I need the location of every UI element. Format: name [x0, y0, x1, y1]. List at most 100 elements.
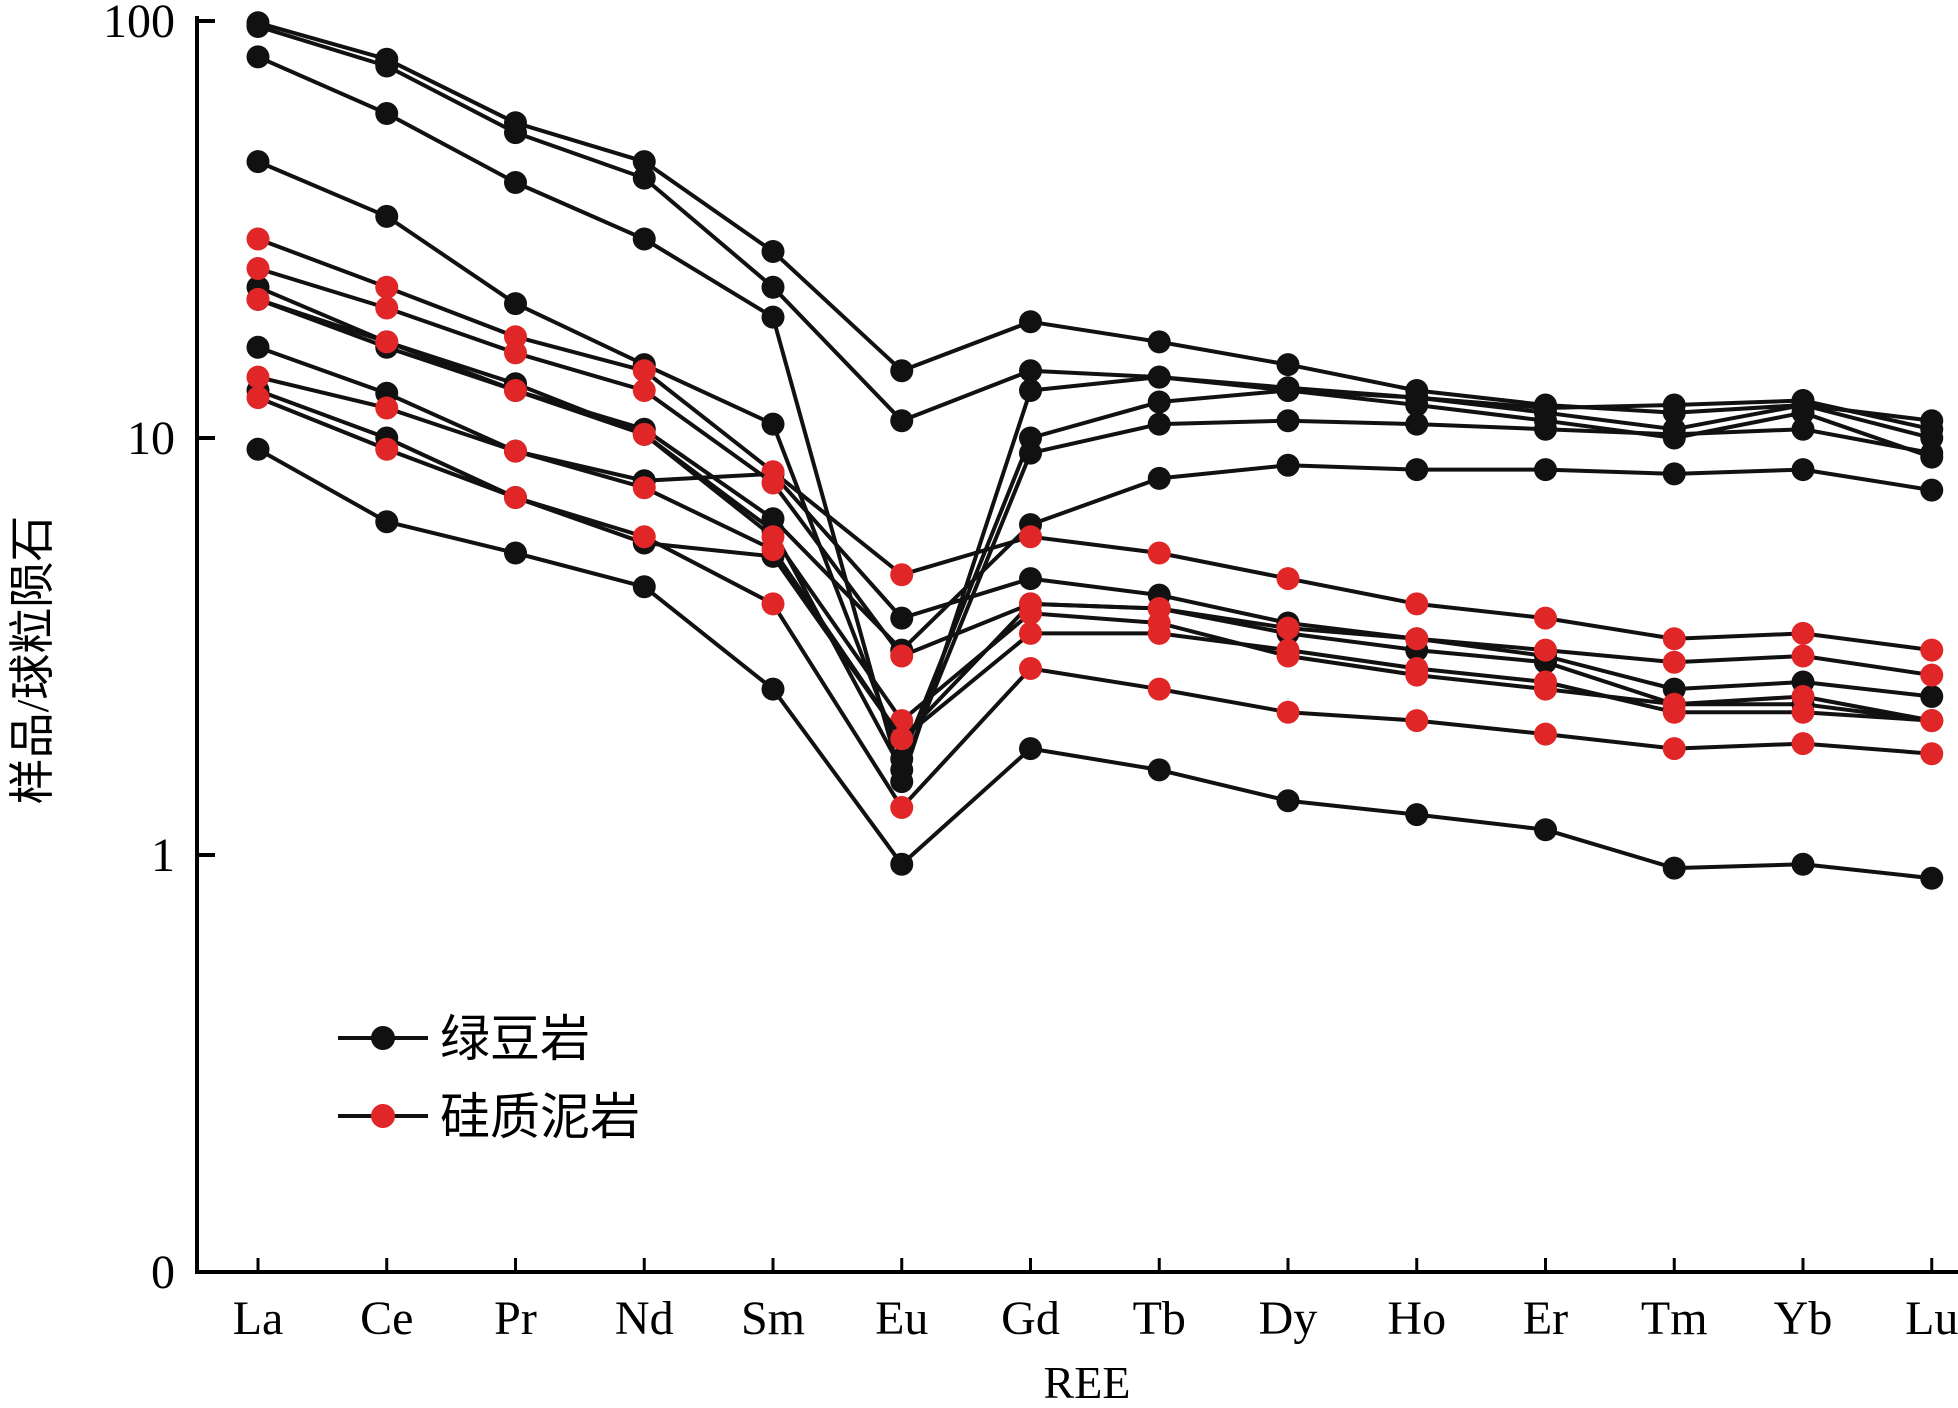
- data-point: [1534, 417, 1557, 441]
- data-point: [1791, 852, 1815, 876]
- x-tick-label: Lu: [1905, 1292, 1958, 1345]
- data-point: [1920, 417, 1944, 441]
- data-point: [246, 386, 270, 410]
- data-point: [246, 287, 270, 311]
- data-point: [1405, 458, 1429, 482]
- data-point: [1019, 657, 1042, 680]
- data-point: [375, 396, 399, 420]
- data-point: [1147, 365, 1171, 389]
- data-point: [1920, 478, 1944, 502]
- data-point: [1662, 700, 1686, 724]
- data-point: [1791, 700, 1815, 724]
- data-point: [1147, 390, 1171, 414]
- data-point: [1920, 441, 1944, 465]
- data-point: [375, 54, 399, 78]
- data-point: [761, 507, 785, 531]
- data-point: [504, 171, 527, 194]
- data-point: [1534, 606, 1557, 630]
- data-point: [761, 538, 785, 562]
- data-point: [890, 727, 914, 751]
- data-point: [761, 677, 785, 701]
- data-point: [504, 292, 527, 316]
- series-11: [246, 257, 1944, 687]
- data-point: [1019, 601, 1042, 625]
- series-13: [246, 365, 1944, 751]
- series-1: [246, 11, 1944, 433]
- data-point: [1147, 541, 1171, 565]
- data-point: [1276, 453, 1300, 477]
- data-point: [504, 439, 527, 463]
- data-point: [246, 365, 270, 389]
- data-point: [1534, 818, 1557, 842]
- y-tick-label: 1: [151, 829, 175, 882]
- data-point: [1019, 379, 1042, 402]
- data-point: [1276, 567, 1300, 591]
- data-point: [1147, 466, 1171, 490]
- data-point: [1276, 409, 1300, 433]
- data-point: [632, 150, 656, 174]
- series-14: [246, 386, 1944, 819]
- legend-label: 硅质泥岩: [440, 1089, 640, 1145]
- series-line: [257, 375, 1932, 741]
- data-point: [1534, 670, 1557, 694]
- x-tick-label: Pr: [494, 1292, 537, 1345]
- data-point: [1791, 458, 1815, 482]
- data-point: [504, 486, 527, 509]
- data-point: [375, 102, 399, 125]
- data-point: [1662, 462, 1686, 486]
- data-point: [246, 227, 270, 251]
- data-point: [761, 412, 785, 436]
- data-point: [375, 437, 399, 461]
- legend-marker: [371, 1104, 395, 1128]
- data-point: [1920, 685, 1944, 708]
- data-point: [504, 341, 527, 365]
- x-tick-label: Yb: [1774, 1292, 1833, 1345]
- series-line: [257, 297, 1933, 723]
- data-point: [375, 510, 399, 534]
- data-point: [1791, 732, 1815, 756]
- series-line: [257, 159, 1933, 761]
- data-point: [246, 150, 270, 174]
- data-point: [632, 359, 656, 383]
- x-tick-label: Tm: [1641, 1292, 1708, 1345]
- data-point: [890, 709, 914, 733]
- y-axis-title: 样品/球粒陨石: [7, 516, 58, 805]
- data-point: [504, 541, 527, 565]
- data-point: [504, 325, 527, 349]
- legend-item-2: 硅质泥岩: [338, 1089, 640, 1145]
- series-7: [246, 335, 1944, 708]
- data-point: [1662, 650, 1686, 674]
- data-point: [1147, 758, 1171, 782]
- series-layer: [246, 11, 1944, 890]
- data-point: [1147, 412, 1171, 436]
- data-point: [1276, 700, 1300, 724]
- x-tick-label: Tb: [1133, 1292, 1186, 1345]
- data-point: [1534, 638, 1557, 662]
- data-point: [1147, 621, 1171, 645]
- data-point: [632, 166, 656, 190]
- data-point: [1276, 616, 1300, 640]
- data-point: [1276, 379, 1300, 402]
- data-point: [1405, 803, 1429, 827]
- series-4: [246, 150, 1944, 771]
- data-point: [1019, 359, 1042, 383]
- data-point: [632, 422, 656, 446]
- data-point: [1920, 742, 1944, 766]
- data-point: [890, 563, 914, 587]
- data-point: [890, 796, 914, 819]
- x-tick-label: Ho: [1387, 1292, 1446, 1345]
- y-tick-label: 100: [103, 0, 175, 48]
- data-point: [890, 359, 914, 383]
- data-point: [1791, 389, 1815, 412]
- data-point: [890, 606, 914, 630]
- data-point: [1405, 627, 1429, 651]
- legend-item-1: 绿豆岩: [338, 1011, 590, 1067]
- series-line: [257, 395, 1932, 810]
- series-line: [257, 237, 1933, 653]
- data-point: [761, 471, 785, 495]
- data-point: [1791, 644, 1815, 668]
- data-point: [375, 330, 399, 354]
